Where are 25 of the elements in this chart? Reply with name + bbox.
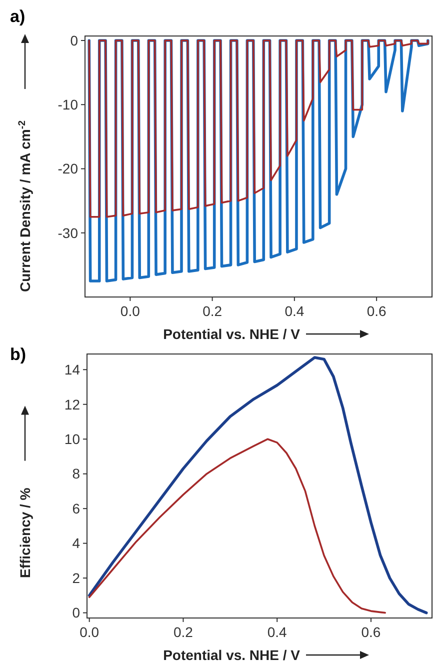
y-tick-label: 14 [64, 362, 80, 378]
x-tick-label: 0.4 [267, 624, 288, 640]
x-tick-label: 0.2 [202, 303, 222, 319]
y-tick-label: -10 [58, 96, 78, 113]
y-tick-label: 8 [72, 466, 80, 482]
x-axis-title: Potential vs. NHE / V [163, 647, 301, 663]
x-tick-label: 0.4 [284, 303, 304, 319]
x-tick-label: 0.2 [173, 624, 194, 640]
y-tick-label: 2 [72, 570, 80, 586]
y-tick-label: 4 [72, 535, 80, 552]
y-axis-title: Efficiency / % [17, 487, 33, 578]
x-tick-label: 0.0 [80, 624, 100, 640]
y-tick-label: 10 [64, 431, 80, 448]
x-tick-label: 0.6 [361, 624, 381, 640]
y-tick-label: -30 [58, 224, 78, 241]
chart-title: b) [10, 345, 26, 364]
y-tick-label: 0 [70, 32, 78, 48]
x-tick-label: 0.6 [366, 303, 387, 319]
y-tick-label: -20 [58, 160, 78, 177]
x-tick-label: 0.0 [120, 303, 140, 319]
y-tick-label: 6 [72, 500, 80, 516]
x-axis-title: Potential vs. NHE / V [163, 326, 301, 342]
y-tick-label: 0 [72, 604, 80, 621]
y-tick-label: 12 [64, 396, 80, 412]
chart-title: a) [10, 7, 26, 26]
